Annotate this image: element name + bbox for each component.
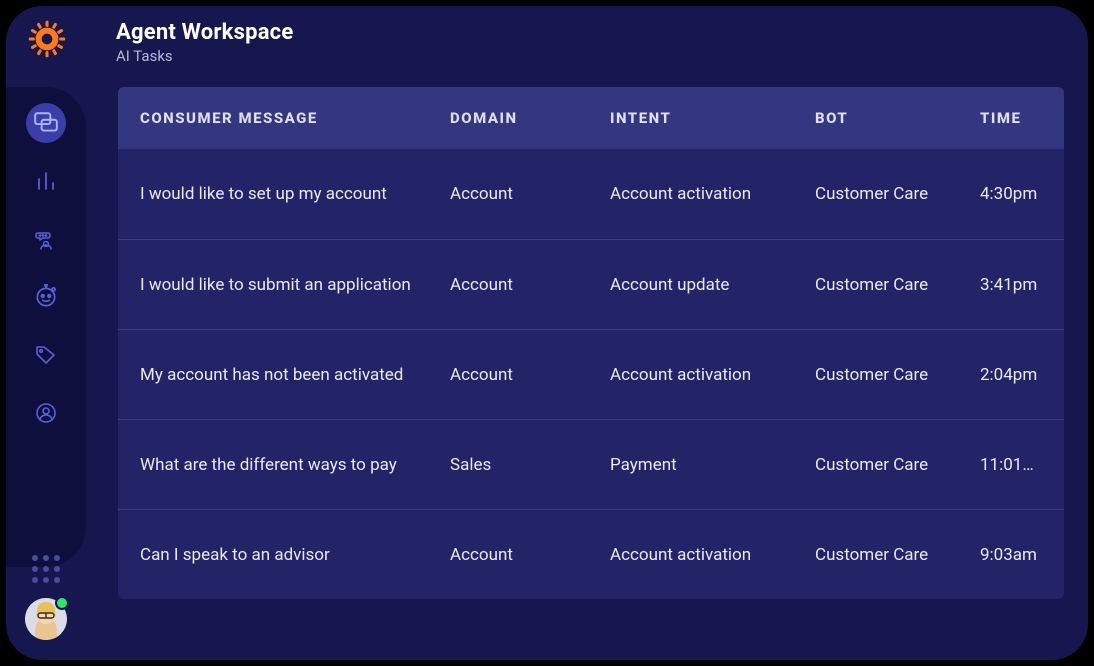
sidebar-item-analytics[interactable]	[26, 161, 66, 201]
app-frame: Agent Workspace AI Tasks	[6, 6, 1088, 660]
cell-time: 2:04pm	[980, 365, 1042, 385]
cell-bot: Customer Care	[815, 275, 980, 295]
cell-intent: Account activation	[610, 365, 815, 385]
cell-time: 4:30pm	[980, 184, 1042, 204]
cell-message: I would like to submit an application	[140, 275, 450, 295]
sidebar	[6, 87, 86, 640]
table-row[interactable]: I would like to submit an applicationAcc…	[118, 239, 1064, 329]
cell-time: 11:01am	[980, 455, 1042, 475]
cell-domain: Account	[450, 545, 610, 565]
table-row[interactable]: What are the different ways to paySalesP…	[118, 419, 1064, 509]
sidebar-item-agent-chat[interactable]	[26, 219, 66, 259]
chat-icon	[33, 110, 59, 136]
user-avatar[interactable]	[25, 598, 67, 640]
main-content: CONSUMER MESSAGE DOMAIN INTENT BOT TIME …	[86, 87, 1064, 640]
col-time: TIME	[980, 109, 1042, 127]
tag-icon	[34, 343, 58, 367]
header: Agent Workspace AI Tasks	[6, 6, 1088, 69]
cell-message: I would like to set up my account	[140, 184, 450, 204]
cell-domain: Sales	[450, 455, 610, 475]
table-row[interactable]: Can I speak to an advisorAccountAccount …	[118, 509, 1064, 599]
sidebar-item-bot[interactable]	[26, 277, 66, 317]
sidebar-item-tags[interactable]	[26, 335, 66, 375]
cell-domain: Account	[450, 365, 610, 385]
user-circle-icon	[34, 401, 58, 425]
cell-bot: Customer Care	[815, 365, 980, 385]
col-consumer-message: CONSUMER MESSAGE	[140, 109, 450, 127]
sidebar-item-profile[interactable]	[26, 393, 66, 433]
gear-icon	[28, 20, 66, 58]
cell-message: What are the different ways to pay	[140, 455, 450, 475]
cell-domain: Account	[450, 184, 610, 204]
table-header: CONSUMER MESSAGE DOMAIN INTENT BOT TIME	[118, 87, 1064, 149]
agent-speak-icon	[34, 227, 58, 251]
cell-message: Can I speak to an advisor	[140, 545, 450, 565]
bar-chart-icon	[34, 169, 58, 193]
cell-message: My account has not been activated	[140, 365, 450, 385]
app-grid-icon[interactable]	[31, 554, 61, 584]
table-row[interactable]: I would like to set up my accountAccount…	[118, 149, 1064, 239]
cell-time: 3:41pm	[980, 275, 1042, 295]
sidebar-item-conversations[interactable]	[26, 103, 66, 143]
col-domain: DOMAIN	[450, 109, 610, 127]
cell-domain: Account	[450, 275, 610, 295]
cell-bot: Customer Care	[815, 184, 980, 204]
presence-indicator	[55, 596, 69, 610]
cell-intent: Account activation	[610, 184, 815, 204]
cell-bot: Customer Care	[815, 545, 980, 565]
cell-time: 9:03am	[980, 545, 1042, 565]
col-intent: INTENT	[610, 109, 815, 127]
tasks-table: CONSUMER MESSAGE DOMAIN INTENT BOT TIME …	[118, 87, 1064, 599]
bot-icon	[33, 284, 59, 310]
cell-intent: Payment	[610, 455, 815, 475]
table-body: I would like to set up my accountAccount…	[118, 149, 1064, 599]
cell-intent: Account activation	[610, 545, 815, 565]
cell-intent: Account update	[610, 275, 815, 295]
col-bot: BOT	[815, 109, 980, 127]
page-subtitle: AI Tasks	[116, 47, 1068, 65]
table-row[interactable]: My account has not been activatedAccount…	[118, 329, 1064, 419]
page-title: Agent Workspace	[116, 20, 1068, 45]
cell-bot: Customer Care	[815, 455, 980, 475]
